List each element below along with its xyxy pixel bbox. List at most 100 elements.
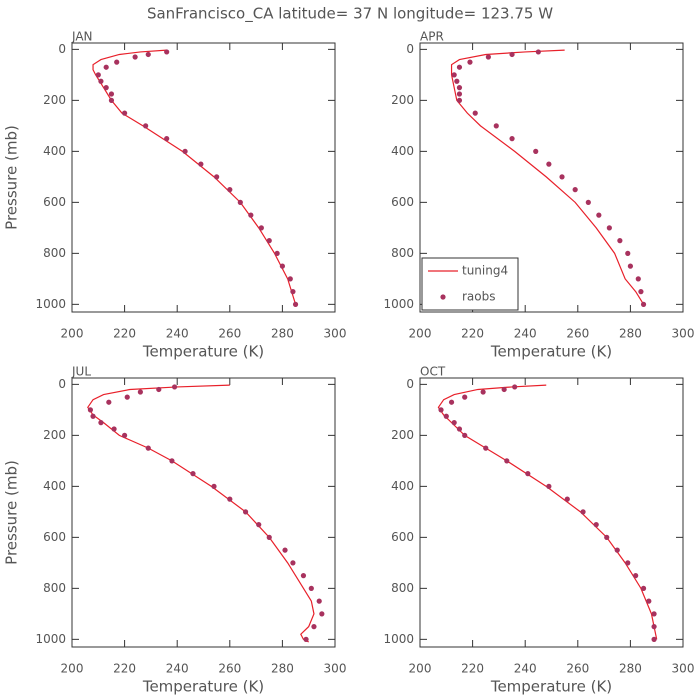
obs-point: [190, 471, 196, 477]
panel-label: JUL: [71, 365, 91, 379]
obs-point: [132, 54, 138, 60]
obs-point: [143, 123, 149, 129]
obs-point: [633, 573, 639, 579]
obs-point: [625, 250, 631, 256]
obs-point: [106, 399, 112, 405]
obs-point: [266, 534, 272, 540]
x-tick-label: 300: [324, 662, 347, 676]
x-axis-label: Temperature (K): [142, 678, 264, 696]
panel: JAN 200 220 240 260 280 300 0 200 400 600 800 1000 Te…: [3, 30, 347, 361]
x-tick-label: 260: [218, 327, 241, 341]
obs-point: [227, 496, 233, 502]
obs-point: [525, 471, 531, 477]
x-tick-label: 220: [461, 327, 484, 341]
y-tick-label: 600: [391, 195, 414, 209]
obs-point: [456, 97, 463, 103]
x-tick-label: 260: [566, 662, 589, 676]
obs-point: [509, 51, 515, 58]
obs-point: [114, 59, 120, 65]
obs-point: [287, 276, 293, 282]
obs-point: [237, 199, 243, 205]
obs-point: [651, 611, 657, 617]
x-tick-label: 220: [113, 662, 136, 676]
y-tick-label: 800: [391, 581, 414, 595]
obs-point: [614, 547, 620, 553]
obs-point: [316, 598, 322, 604]
obs-point: [103, 85, 109, 91]
obs-point: [493, 123, 499, 129]
obs-point: [596, 212, 602, 218]
legend-label: raobs: [462, 290, 496, 304]
obs-point: [451, 72, 457, 78]
obs-point: [617, 238, 623, 244]
x-tick-label: 200: [61, 662, 84, 676]
obs-point: [282, 547, 288, 553]
x-tick-label: 280: [271, 327, 294, 341]
obs-point: [485, 54, 491, 60]
x-tick-label: 200: [61, 327, 84, 341]
obs-point: [572, 187, 578, 193]
y-tick-label: 1000: [35, 297, 66, 311]
model-line: [87, 384, 315, 643]
obs-point: [292, 301, 299, 307]
obs-point: [103, 64, 109, 70]
obs-point: [535, 49, 541, 55]
x-axis-label: Temperature (K): [490, 678, 612, 696]
obs-point: [559, 174, 565, 180]
obs-point: [319, 611, 325, 617]
obs-point: [467, 59, 473, 65]
obs-point: [504, 458, 510, 464]
obs-point: [145, 445, 151, 451]
obs-point: [627, 263, 634, 269]
x-tick-label: 280: [619, 327, 642, 341]
obs-point: [509, 136, 515, 142]
y-tick-label: 0: [406, 42, 414, 56]
obs-point: [480, 389, 486, 395]
y-tick-label: 800: [43, 246, 66, 260]
obs-point: [145, 51, 151, 58]
obs-point: [451, 420, 457, 426]
obs-point: [108, 97, 115, 103]
y-tick-label: 400: [391, 144, 414, 158]
obs-point: [111, 426, 117, 432]
obs-point: [290, 560, 296, 566]
legend-label: tuning4: [462, 264, 508, 278]
x-tick-label: 240: [514, 327, 537, 341]
panel: APR 200 220 240 260 280 300 0 200 400 600 800 1000 Te…: [383, 30, 694, 361]
x-tick-label: 300: [672, 662, 695, 676]
obs-point: [546, 483, 552, 489]
plot-frame: [71, 42, 336, 313]
obs-point: [512, 384, 518, 390]
obs-point: [98, 78, 104, 84]
obs-point: [198, 161, 204, 167]
y-tick-label: 600: [43, 530, 66, 544]
y-tick-label: 600: [43, 195, 66, 209]
obs-point: [137, 389, 143, 395]
plot-frame: [419, 42, 684, 313]
obs-point: [651, 636, 657, 642]
x-tick-label: 220: [113, 327, 136, 341]
y-axis-label: Pressure (mb): [3, 460, 21, 565]
obs-point: [635, 276, 641, 282]
y-tick-label: 0: [58, 42, 66, 56]
x-tick-label: 300: [324, 327, 347, 341]
obs-point: [169, 458, 175, 464]
obs-point: [122, 432, 128, 438]
obs-point: [308, 585, 314, 591]
panel: JUL 200 220 240 260 280 300 0 200 400 600 800 1000 Te…: [3, 365, 347, 696]
x-tick-label: 200: [409, 327, 432, 341]
obs-point: [501, 386, 507, 393]
obs-point: [290, 289, 296, 295]
obs-point: [646, 598, 652, 604]
x-axis-label: Temperature (K): [142, 343, 264, 361]
model-line: [450, 49, 645, 305]
y-tick-label: 400: [43, 479, 66, 493]
legend-box: [421, 257, 519, 311]
y-tick-label: 0: [58, 377, 66, 391]
obs-point: [211, 483, 217, 489]
x-tick-label: 260: [566, 327, 589, 341]
x-tick-label: 300: [672, 327, 695, 341]
y-tick-label: 200: [43, 93, 66, 107]
obs-point: [564, 496, 570, 502]
